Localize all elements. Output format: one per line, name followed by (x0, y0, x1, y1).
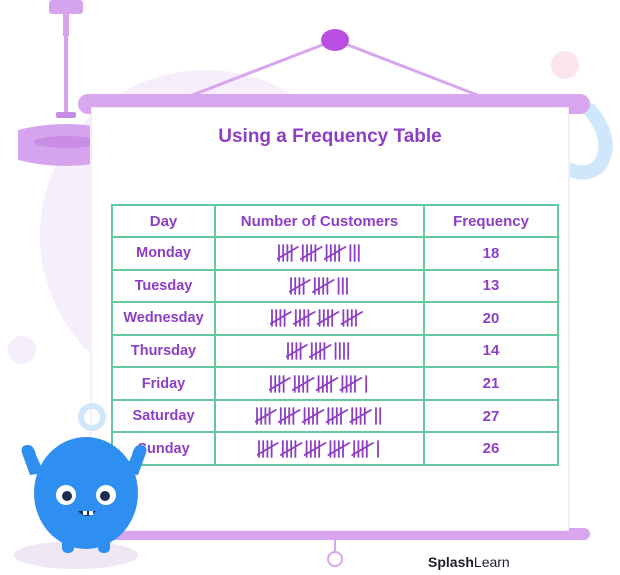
frequency-cell: 21 (423, 366, 559, 401)
table-row: Saturday 27 (111, 398, 559, 434)
frequency-cell: 26 (423, 431, 559, 466)
tally-stroke (340, 311, 364, 326)
tally-stroke (279, 441, 303, 456)
day-cell: Sunday (111, 431, 216, 466)
tally-stroke (349, 409, 372, 423)
header-frequency: Frequency (423, 204, 559, 238)
tally-stroke (257, 441, 279, 456)
table-header-row: Day Number of Customers Frequency (111, 204, 559, 238)
brand-logo: SplashLearn (428, 554, 510, 570)
tally-cell (214, 236, 425, 271)
tally-stroke (309, 344, 332, 358)
frequency-cell: 27 (423, 398, 559, 434)
tally-cell (214, 366, 425, 401)
tally-stroke (301, 409, 325, 423)
tally-stroke (291, 376, 315, 391)
tally-stroke (325, 409, 349, 423)
frequency-cell: 14 (423, 333, 559, 369)
tally-stroke (269, 311, 292, 326)
tally-stroke (277, 409, 301, 423)
tally-marks (257, 439, 379, 458)
lamp-icon (18, 0, 112, 166)
table-row: Tuesday 13 (111, 268, 559, 304)
header-day: Day (111, 204, 216, 238)
tally-cell (214, 431, 425, 466)
diagram-title: Using a Frequency Table (218, 126, 442, 147)
tally-marks (269, 309, 364, 328)
day-cell: Friday (111, 366, 216, 401)
tally-marks (254, 407, 382, 425)
day-cell: Monday (111, 236, 216, 271)
day-cell: Saturday (111, 398, 216, 434)
frequency-cell: 13 (423, 268, 559, 304)
tally-marks (268, 374, 368, 393)
tally-stroke (315, 376, 339, 391)
table-row: Sunday 26 (111, 431, 559, 466)
tally-stroke (288, 278, 311, 293)
table-row: Thursday 14 (111, 333, 559, 369)
day-cell: Tuesday (111, 268, 216, 304)
tally-cell (214, 301, 425, 336)
frequency-table: Day Number of Customers Frequency Monday… (111, 204, 559, 466)
table-row: Friday 21 (111, 366, 559, 401)
tally-stroke (276, 246, 299, 261)
tally-stroke (299, 246, 323, 261)
tally-marks (276, 244, 360, 263)
tally-stroke (323, 246, 346, 261)
tally-stroke (327, 441, 351, 456)
table-row: Wednesday 20 (111, 301, 559, 336)
tally-stroke (339, 376, 363, 391)
table-row: Monday 18 (111, 236, 559, 271)
frequency-cell: 20 (423, 301, 559, 336)
tally-marks (286, 342, 350, 360)
mascot (14, 403, 147, 569)
tally-stroke (351, 441, 374, 456)
tally-stroke (316, 311, 340, 326)
tally-stroke (311, 278, 334, 293)
tally-cell (214, 398, 425, 434)
tally-marks (288, 276, 348, 295)
brand-name-bold: Splash (428, 554, 474, 570)
tally-stroke (268, 376, 291, 391)
tally-stroke (303, 441, 327, 456)
day-cell: Thursday (111, 333, 216, 369)
brand-name-light: Learn (473, 554, 510, 570)
tally-stroke (286, 344, 309, 358)
header-number-of-customers: Number of Customers (214, 204, 425, 238)
tally-stroke (254, 409, 277, 423)
day-cell: Wednesday (111, 301, 216, 336)
tally-cell (214, 333, 425, 369)
tally-stroke (292, 311, 316, 326)
frequency-cell: 18 (423, 236, 559, 271)
tally-cell (214, 268, 425, 304)
